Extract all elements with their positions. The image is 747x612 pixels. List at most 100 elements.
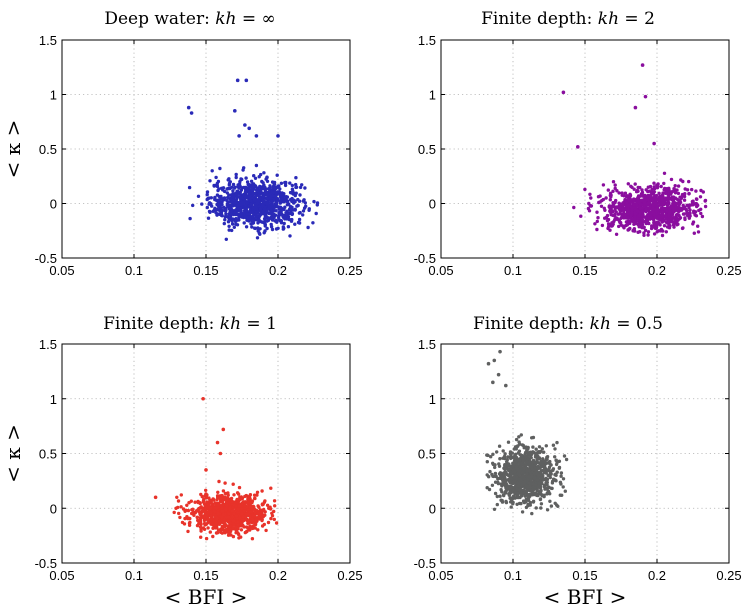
scatter-point: [498, 457, 502, 461]
scatter-point: [551, 468, 555, 472]
scatter-point: [656, 222, 660, 226]
scatter-point: [675, 197, 679, 201]
scatter-point: [685, 211, 689, 215]
scatter-point: [550, 486, 554, 491]
scatter-point: [227, 224, 231, 228]
scatter-point: [303, 201, 307, 205]
scatter-point: [179, 493, 183, 497]
scatter-point: [564, 457, 569, 462]
scatter-point: [238, 196, 242, 200]
scatter-point: [487, 475, 491, 479]
scatter-point: [225, 187, 229, 191]
scatter-point: [622, 210, 626, 214]
scatter-point: [237, 206, 241, 210]
scatter-point: [179, 505, 183, 509]
scatter-point: [185, 503, 189, 507]
scatter-point: [491, 474, 495, 478]
scatter-point: [252, 174, 256, 178]
scatter-point: [505, 483, 509, 487]
scatter-point: [235, 497, 239, 502]
scatter-point: [213, 196, 217, 200]
scatter-point: [297, 221, 302, 225]
y-tick-label: -0.5: [35, 556, 57, 571]
scatter-point: [215, 516, 219, 521]
outlier-point: [504, 383, 508, 388]
scatter-point: [563, 489, 567, 493]
scatter-point: [669, 177, 674, 182]
scatter-point: [555, 440, 559, 445]
outlier-point: [221, 427, 226, 432]
y-tick-label: -0.5: [414, 251, 436, 266]
scatter-point: [561, 485, 565, 489]
scatter-point: [602, 206, 606, 210]
scatter-point: [279, 193, 283, 197]
scatter-point: [562, 454, 567, 458]
scatter-point: [230, 509, 235, 513]
scatter-point: [678, 195, 682, 199]
scatter-point: [522, 476, 527, 481]
scatter-point: [237, 485, 242, 490]
scatter-point: [201, 507, 205, 511]
scatter-point: [190, 511, 194, 516]
scatter-point: [243, 504, 247, 508]
scatter-point: [687, 179, 691, 184]
scatter-point: [491, 452, 495, 456]
scatter-point: [212, 509, 216, 513]
scatter-point: [630, 210, 634, 215]
scatter-point: [628, 193, 633, 198]
scatter-point: [517, 473, 522, 477]
scatter-point: [211, 497, 215, 501]
scatter-point: [236, 507, 241, 511]
scatter-point: [694, 214, 699, 218]
scatter-point: [286, 225, 291, 229]
scatter-point: [306, 225, 310, 230]
scatter-point: [259, 172, 263, 177]
scatter-point: [514, 455, 519, 460]
scatter-point: [537, 481, 541, 485]
outlier-point: [189, 111, 194, 115]
scatter-point: [259, 220, 264, 224]
scatter-point: [240, 522, 244, 526]
scatter-point: [235, 201, 239, 205]
scatter-point: [231, 482, 235, 486]
scatter-point: [265, 175, 269, 179]
scatter-point: [507, 493, 511, 497]
scatter-point: [282, 200, 286, 204]
scatter-point: [199, 535, 203, 539]
scatter-point: [640, 214, 644, 218]
scatter-point: [681, 203, 685, 207]
scatter-point: [648, 215, 653, 219]
scatter-point: [534, 493, 538, 497]
scatter-point: [245, 525, 249, 529]
scatter-point: [228, 186, 232, 191]
scatter-point: [636, 185, 640, 190]
scatter-point: [696, 224, 700, 228]
y-tick-label: -0.5: [414, 556, 436, 571]
scatter-point: [499, 498, 503, 502]
scatter-point: [651, 198, 655, 202]
scatter-point: [253, 226, 258, 231]
scatter-point: [265, 193, 269, 197]
scatter-point: [692, 231, 696, 235]
scatter-point: [246, 182, 251, 187]
scatter-point: [612, 201, 616, 206]
scatter-point: [275, 220, 279, 224]
scatter-point: [653, 207, 658, 211]
scatter-point: [225, 202, 230, 206]
scatter-point: [256, 218, 261, 222]
scatter-point: [495, 494, 499, 499]
scatter-point: [626, 228, 630, 232]
scatter-point: [265, 226, 269, 231]
scatter-point: [493, 480, 498, 484]
scatter-point: [230, 200, 234, 204]
scatter-point: [605, 218, 610, 223]
scatter-point: [268, 505, 272, 509]
scatter-point: [227, 228, 231, 232]
scatter-point: [248, 510, 253, 514]
scatter-point: [644, 215, 648, 220]
scatter-point: [297, 211, 302, 215]
scatter-point: [234, 208, 238, 212]
scatter-point: [531, 445, 535, 449]
scatter-point: [606, 224, 611, 229]
scatter-point: [665, 208, 669, 213]
